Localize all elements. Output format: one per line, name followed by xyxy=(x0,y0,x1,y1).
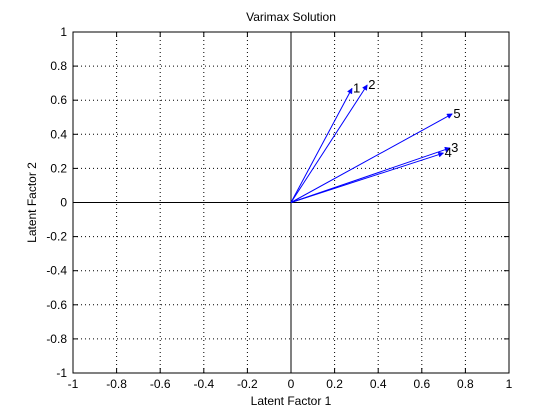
vector-arrowhead-5 xyxy=(446,113,453,119)
x-tick-label: 0.4 xyxy=(370,377,387,391)
x-axis-label: Latent Factor 1 xyxy=(251,394,332,408)
x-tick-label: 1 xyxy=(506,377,513,391)
x-tick-label: 0.8 xyxy=(457,377,474,391)
vector-label-4: 4 xyxy=(445,145,452,160)
vector-label-3: 3 xyxy=(451,140,458,155)
x-tick-labels: -1 -0.8 -0.6 -0.4 -0.2 0 0.2 0.4 0.6 0.8 1 xyxy=(68,377,513,391)
x-tick-label: -0.4 xyxy=(193,377,214,391)
x-tick-label: 0.6 xyxy=(413,377,430,391)
y-tick-label: 0.2 xyxy=(50,161,67,175)
x-tick-label: -0.6 xyxy=(150,377,171,391)
y-tick-label: 0.6 xyxy=(50,93,67,107)
x-tick-label: 0.2 xyxy=(326,377,343,391)
y-tick-label: 1 xyxy=(60,25,67,39)
vector-label-2: 2 xyxy=(368,77,375,92)
vector-label-1: 1 xyxy=(353,80,360,95)
x-tick-label: -1 xyxy=(68,377,79,391)
y-tick-label: -0.2 xyxy=(46,230,67,244)
vector-arrowhead-2 xyxy=(362,84,368,91)
y-tick-label: 0.8 xyxy=(50,59,67,73)
y-tick-label: -0.8 xyxy=(46,332,67,346)
vector-line-1 xyxy=(290,88,353,203)
vector-arrowhead-3 xyxy=(444,146,451,153)
vector-label-5: 5 xyxy=(453,106,460,121)
vector-line-5 xyxy=(290,113,453,203)
chart-title: Varimax Solution xyxy=(246,10,336,24)
vector-arrowhead-1 xyxy=(347,87,353,95)
y-tick-label: 0 xyxy=(60,196,67,210)
vector-arrowhead-4 xyxy=(437,151,445,158)
y-axis-label: Latent Factor 2 xyxy=(25,162,39,243)
y-tick-label: -1 xyxy=(56,366,67,380)
vector-line-4 xyxy=(290,152,444,203)
vector-line-2 xyxy=(290,84,368,203)
y-tick-label: -0.4 xyxy=(46,264,67,278)
x-tick-label: -0.2 xyxy=(237,377,258,391)
x-tick-label: 0 xyxy=(288,377,295,391)
y-tick-label: -0.6 xyxy=(46,298,67,312)
tick-marks xyxy=(72,31,510,374)
y-tick-label: 0.4 xyxy=(50,127,67,141)
vector-series: 1 2 34 5 xyxy=(290,77,461,203)
x-tick-label: -0.8 xyxy=(106,377,127,391)
y-tick-labels: -1 -0.8 -0.6 -0.4 -0.2 0 0.2 0.4 0.6 0.8 1 xyxy=(46,25,67,380)
